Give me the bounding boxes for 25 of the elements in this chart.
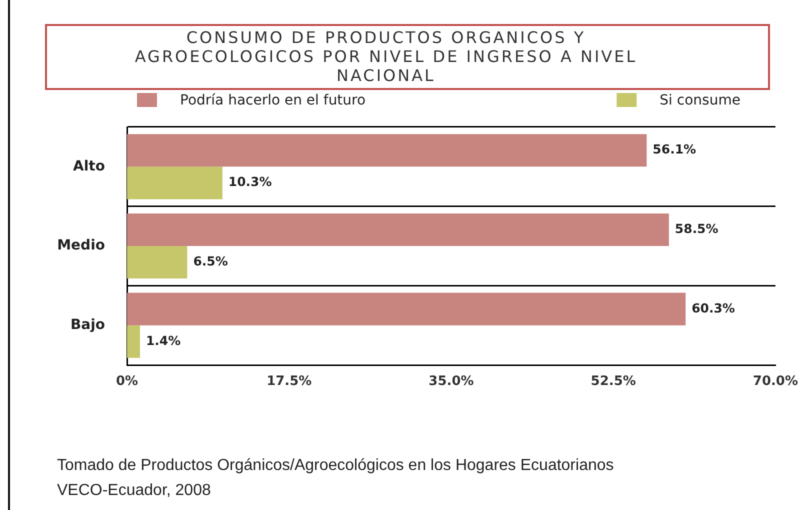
- data-label: 58.5%: [674, 220, 719, 236]
- legend-label: Podría hacerlo en el futuro: [180, 92, 366, 109]
- x-tick-label: 0%: [116, 374, 138, 390]
- y-tick-label: Medio: [57, 238, 106, 254]
- x-tick-label: 17.5%: [266, 374, 312, 390]
- bar: [127, 246, 188, 279]
- bar: [127, 134, 647, 167]
- legend-label: Si consume: [660, 92, 740, 109]
- data-label: 10.3%: [228, 174, 272, 190]
- data-label: 1.4%: [146, 332, 182, 348]
- x-tick-label: 52.5%: [590, 374, 636, 390]
- chart-title: CONSUMO DE PRODUCTOS ORGANICOS Y AGROECOLOGICOS POR NIVEL DE INGRESO A NIVEL NACIONAL: [134, 28, 638, 85]
- y-tick-label: Bajo: [70, 316, 106, 333]
- bar: [127, 325, 140, 358]
- data-label: 56.1%: [652, 142, 697, 157]
- bar: [127, 213, 669, 246]
- text: VECO-Ecuador, 2008: [57, 481, 212, 501]
- text: Tomado de Productos Orgánicos/Agroecológicos en los Hogares Ecuatorianos: [57, 456, 614, 476]
- x-tick-label: 35.0%: [428, 374, 474, 390]
- y-tick-label: Alto: [73, 158, 106, 174]
- data-label: 60.3%: [692, 300, 736, 316]
- bar: [127, 166, 222, 200]
- bar: [127, 292, 686, 326]
- x-tick-label: 70.0%: [752, 374, 798, 390]
- data-label: 6.5%: [193, 254, 228, 269]
